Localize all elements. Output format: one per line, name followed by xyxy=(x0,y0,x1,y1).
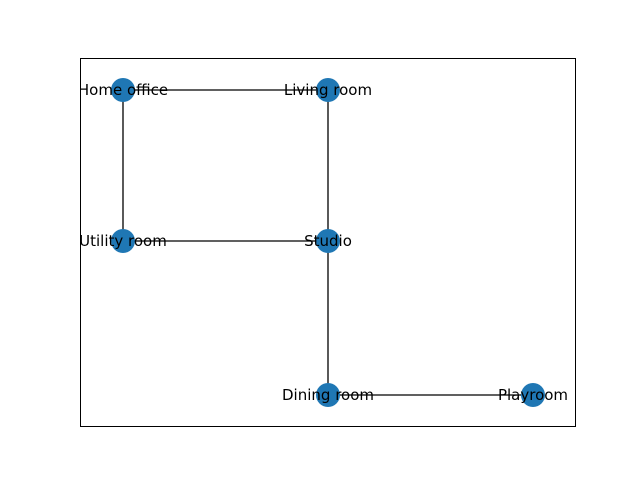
edges-layer xyxy=(122,89,533,396)
node-label-studio: Studio xyxy=(304,232,352,250)
node-living-room xyxy=(316,78,340,102)
node-label-living-room: Living room xyxy=(284,81,372,99)
node-studio xyxy=(316,229,340,253)
node-label-utility-room: Utility room xyxy=(79,232,167,250)
node-home-office xyxy=(111,78,135,102)
node-label-dining-room: Dining room xyxy=(282,386,374,404)
nodes-layer xyxy=(111,78,545,407)
labels-layer: Home office Living room Utility room Studio… xyxy=(78,81,568,404)
node-label-home-office: Home office xyxy=(78,81,168,99)
plot-frame xyxy=(80,58,576,427)
node-playroom xyxy=(521,383,545,407)
node-utility-room xyxy=(111,229,135,253)
node-label-playroom: Playroom xyxy=(498,386,568,404)
node-dining-room xyxy=(316,383,340,407)
